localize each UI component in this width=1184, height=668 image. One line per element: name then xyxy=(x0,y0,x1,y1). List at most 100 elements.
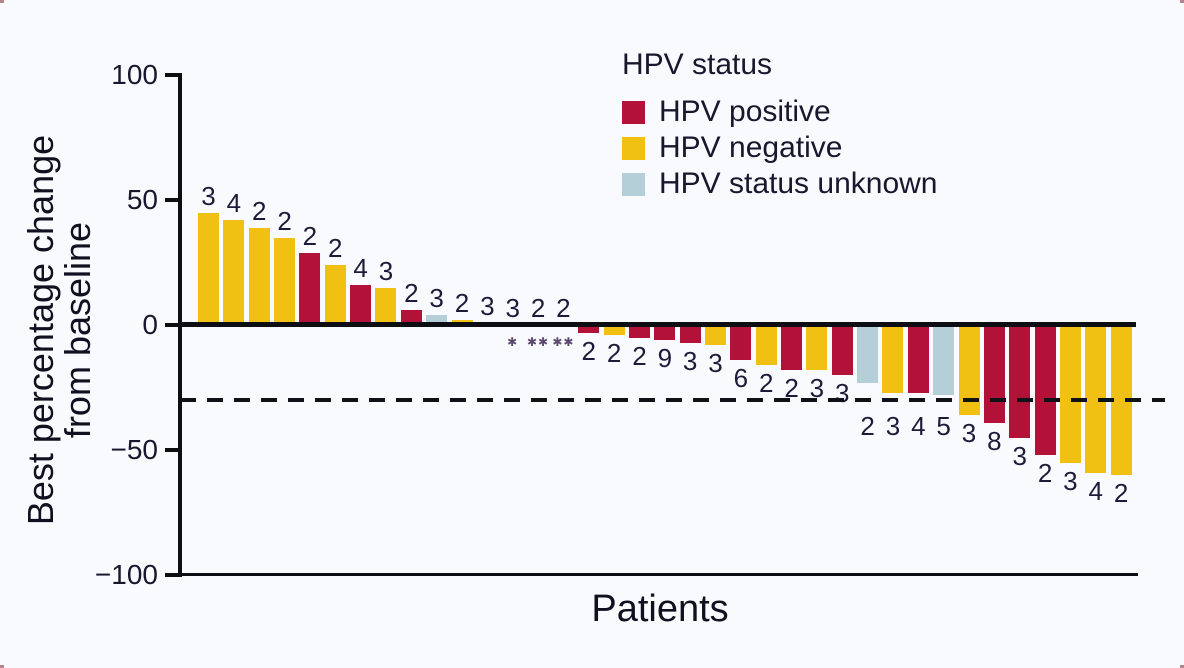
patient-bar xyxy=(248,227,270,325)
bar-value-label: 4 xyxy=(911,411,926,441)
bar-value-label: 2 xyxy=(277,205,292,236)
patient-bar xyxy=(1059,325,1081,463)
bar-value-label: 2 xyxy=(581,335,596,366)
zero-baseline-line xyxy=(178,322,1136,327)
bar-value-label: 3 xyxy=(708,348,723,378)
patient-bar xyxy=(578,325,600,333)
significance-asterisks: ✱✱ xyxy=(552,335,575,349)
legend-label: HPV positive xyxy=(659,95,831,128)
y-tick-mark xyxy=(165,73,179,77)
corner-artifact xyxy=(1180,665,1184,668)
bar-value-label: 2 xyxy=(556,293,571,323)
bar-value-label: 3 xyxy=(835,378,850,408)
corner-artifact xyxy=(0,665,4,668)
patient-bar xyxy=(730,325,752,360)
bar-value-label: 2 xyxy=(784,373,799,403)
hpv-positive-swatch-icon xyxy=(622,100,645,124)
legend: HPV status HPV positive HPV negative HPV… xyxy=(622,48,937,202)
bar-value-label: 2 xyxy=(632,340,647,371)
legend-item-hpv-positive: HPV positive xyxy=(622,94,937,130)
patient-bar xyxy=(983,325,1005,423)
bar-value-label: 2 xyxy=(454,288,470,318)
patient-bar xyxy=(857,325,879,383)
patient-bar xyxy=(882,325,904,393)
bar-value-label: 4 xyxy=(353,253,368,283)
patient-bar xyxy=(324,265,346,325)
corner-artifact xyxy=(0,0,4,3)
bar-value-label: 2 xyxy=(302,220,318,251)
legend-label: HPV status unknown xyxy=(659,167,938,200)
patient-bar xyxy=(1009,325,1031,438)
hpv-negative-swatch-icon xyxy=(622,136,645,160)
patient-bar xyxy=(299,252,321,325)
bar-value-label: 8 xyxy=(987,425,1002,456)
legend-item-hpv-unknown: HPV status unknown xyxy=(622,166,937,202)
patient-bar xyxy=(679,325,701,343)
patient-bar xyxy=(223,220,245,325)
patient-bar xyxy=(628,325,650,338)
patient-bar xyxy=(274,237,296,325)
bar-value-label: 2 xyxy=(860,411,875,441)
bar-value-label: 3 xyxy=(961,418,977,448)
bar-value-label: 2 xyxy=(328,233,343,263)
y-tick-label: 0 xyxy=(142,309,158,340)
y-tick-label: −100 xyxy=(94,559,158,590)
bar-value-label: 3 xyxy=(809,373,825,403)
patient-bar xyxy=(198,212,219,325)
y-tick-mark xyxy=(165,198,179,202)
patient-bar xyxy=(375,287,397,325)
bar-value-label: 2 xyxy=(758,368,774,398)
reference-line-minus30 xyxy=(180,398,1165,402)
bar-value-label: 9 xyxy=(657,343,673,373)
bar-value-label: 2 xyxy=(251,195,267,226)
legend-item-hpv-negative: HPV negative xyxy=(622,130,937,166)
legend-label: HPV negative xyxy=(659,131,843,164)
y-axis-title-line1: Best percentage change xyxy=(20,134,61,526)
bar-value-label: 3 xyxy=(201,180,216,211)
patient-bar xyxy=(933,325,955,395)
significance-asterisks: ✱ xyxy=(507,335,519,349)
bar-value-label: 3 xyxy=(505,293,520,323)
bar-value-label: 2 xyxy=(1113,478,1129,508)
bottom-axis-line xyxy=(178,573,1138,576)
bar-value-label: 3 xyxy=(885,411,901,441)
bar-value-label: 4 xyxy=(1088,475,1103,506)
bar-value-label: 3 xyxy=(480,290,495,321)
bar-value-label: 4 xyxy=(226,188,242,218)
patient-bar xyxy=(350,285,372,325)
patient-bar xyxy=(907,325,929,393)
bar-value-label: 3 xyxy=(1063,465,1078,496)
bar-value-label: 2 xyxy=(530,293,546,323)
patient-bar xyxy=(1034,325,1056,455)
y-tick-mark xyxy=(165,323,179,327)
patient-bar xyxy=(426,315,448,325)
patient-bar xyxy=(831,325,853,375)
bar-value-label: 2 xyxy=(606,338,622,368)
bar-value-label: 2 xyxy=(1037,458,1053,488)
bar-value-label: 3 xyxy=(378,255,394,286)
patient-bar xyxy=(603,325,625,335)
y-tick-label: 50 xyxy=(126,184,158,215)
bar-value-label: 3 xyxy=(1012,440,1027,471)
y-tick-mark xyxy=(165,573,179,577)
patient-bar xyxy=(705,325,726,345)
y-tick-label: 100 xyxy=(111,59,158,90)
patient-bar xyxy=(781,325,803,370)
bar-value-label: 3 xyxy=(682,345,698,376)
bar-value-label: 2 xyxy=(404,278,419,308)
hpv-unknown-swatch-icon xyxy=(622,172,645,196)
bar-value-label: 3 xyxy=(429,283,444,313)
patient-bar xyxy=(958,325,980,415)
y-tick-label: −50 xyxy=(110,434,159,465)
legend-title: HPV status xyxy=(622,48,773,81)
bar-value-label: 5 xyxy=(936,411,951,441)
patient-bar xyxy=(755,325,777,365)
corner-artifact xyxy=(1180,0,1184,3)
significance-asterisks: ✱✱ xyxy=(526,335,550,349)
patient-bar xyxy=(400,310,422,325)
y-tick-mark xyxy=(165,448,179,452)
x-axis-title: Patients xyxy=(591,588,729,630)
bar-value-label: 6 xyxy=(733,363,749,393)
patient-bar xyxy=(654,325,676,340)
